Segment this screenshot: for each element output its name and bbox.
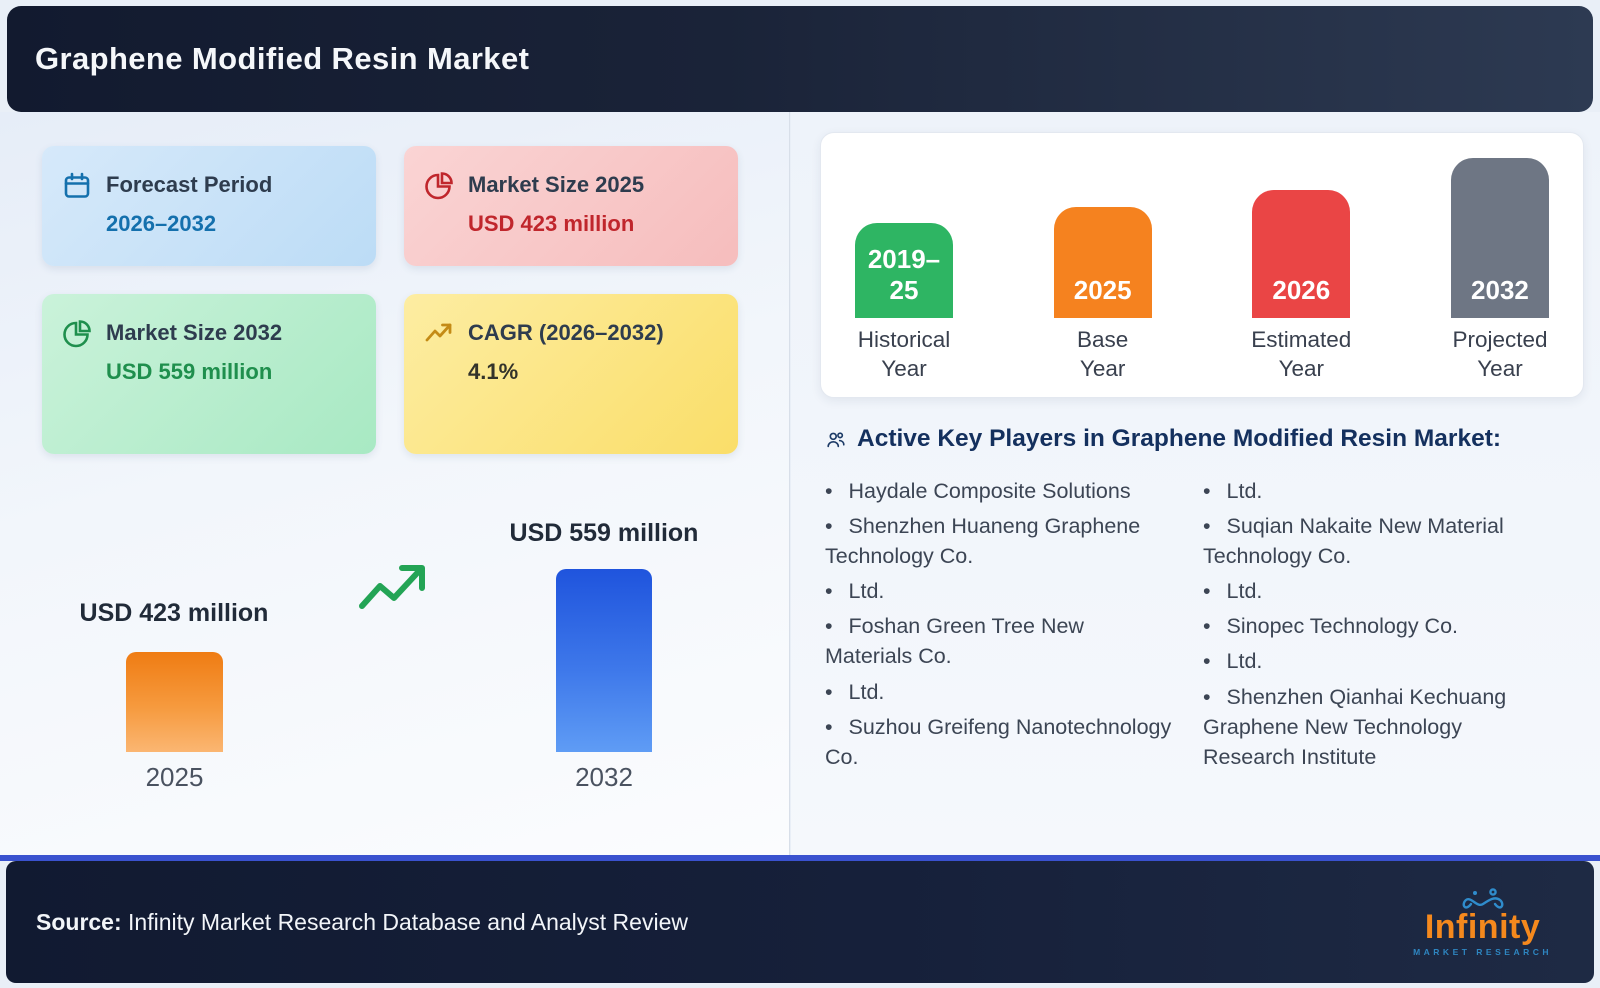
bar-value-label-2032: USD 559 million — [509, 519, 699, 547]
card-label: CAGR (2026–2032) — [468, 320, 664, 345]
growth-arrow-icon — [356, 560, 432, 621]
card-value: USD 423 million — [468, 210, 635, 236]
logo-tagline: MARKET RESEARCH — [1413, 946, 1552, 957]
timeline-bar-base: 2025 — [1053, 207, 1152, 318]
footer-divider-line — [0, 855, 1600, 861]
logo-wordmark: Infinity — [1424, 907, 1541, 946]
timeline-bar-estimated: 2026 — [1252, 190, 1351, 318]
timeline-label-historical: Historical Year — [857, 327, 951, 381]
page-title: Graphene Modified Resin Market — [35, 41, 530, 76]
list-item: Suqian Nakaite New Material Technology C… — [1203, 511, 1555, 571]
people-icon — [825, 429, 847, 456]
infinity-symbol-icon — [1462, 887, 1503, 909]
cagr-card: CAGR (2026–2032) 4.1% — [404, 294, 738, 454]
stat-cards-grid: Forecast Period 2026–2032 Market Size 20… — [42, 146, 738, 454]
market-size-2032-card: Market Size 2032 USD 559 million — [42, 294, 376, 454]
bar-2025 — [126, 652, 223, 752]
key-players-column-1: Haydale Composite Solutions Shenzhen Hua… — [825, 476, 1177, 777]
left-panel: Forecast Period 2026–2032 Market Size 20… — [0, 112, 790, 855]
source-text: Source: Infinity Market Research Databas… — [36, 908, 688, 935]
card-value: USD 559 million — [106, 358, 273, 384]
list-item: Ltd. — [1203, 646, 1555, 676]
timeline-bar-historical: 2019–25 — [855, 223, 953, 318]
right-panel: 2019–25 2025 2026 2032 Historical Year Ba… — [791, 112, 1600, 855]
main-content: Forecast Period 2026–2032 Market Size 20… — [0, 112, 1600, 855]
growth-bar-chart: USD 423 million USD 559 million 2025 203… — [0, 112, 790, 855]
timeline-labels: Historical Year Base Year Estimated Year Pr… — [821, 326, 1583, 390]
key-players-title: Active Key Players in Graphene Modified … — [857, 425, 1502, 452]
key-players-columns: Haydale Composite Solutions Shenzhen Hua… — [825, 476, 1555, 777]
bar-year-label: 2032 — [1471, 275, 1529, 305]
timeline-label-projected: Projected Year — [1452, 327, 1548, 381]
timeline-card: 2019–25 2025 2026 2032 Historical Year Ba… — [820, 132, 1584, 398]
forecast-period-card: Forecast Period 2026–2032 — [42, 146, 376, 266]
list-item: Ltd. — [825, 677, 1177, 707]
infinity-logo: Infinity MARKET RESEARCH — [1413, 887, 1552, 957]
list-item: Haydale Composite Solutions — [825, 476, 1177, 506]
pie-chart-icon — [62, 319, 92, 354]
card-value: 2026–2032 — [106, 210, 217, 236]
key-players-section: Active Key Players in Graphene Modified … — [825, 422, 1555, 777]
header-bar: Graphene Modified Resin Market — [7, 6, 1593, 112]
card-label: Market Size 2025 — [468, 172, 645, 197]
list-item: Ltd. — [1203, 576, 1555, 606]
bar-year-label: 2026 — [1272, 275, 1331, 305]
pie-chart-icon — [424, 171, 454, 206]
timeline-label-estimated: Estimated Year — [1251, 327, 1352, 381]
trend-up-icon — [424, 319, 454, 354]
footer-bar: Source: Infinity Market Research Databas… — [6, 861, 1594, 983]
card-label: Market Size 2032 — [106, 320, 283, 345]
timeline-label-base: Base Year — [1077, 327, 1129, 381]
key-players-heading: Active Key Players in Graphene Modified … — [825, 422, 1555, 456]
list-item: Ltd. — [1203, 476, 1555, 506]
bar-year-label: 2019–25 — [867, 244, 941, 305]
list-item: Shenzhen Huaneng Graphene Technology Co. — [825, 511, 1177, 571]
bar-year-2032: 2032 — [575, 762, 633, 792]
timeline-bars: 2019–25 2025 2026 2032 — [821, 133, 1583, 318]
source-label: Source: — [36, 908, 122, 935]
key-players-column-2: Ltd. Suqian Nakaite New Material Technol… — [1203, 476, 1555, 777]
list-item: Sinopec Technology Co. — [1203, 611, 1555, 641]
bar-value-label-2025: USD 423 million — [79, 599, 269, 627]
card-label: Forecast Period — [106, 172, 273, 197]
list-item: Suzhou Greifeng Nanotechnology Co. — [825, 712, 1177, 772]
list-item: Shenzhen Qianhai Kechuang Graphene New T… — [1203, 682, 1555, 772]
list-item: Foshan Green Tree New Materials Co. — [825, 611, 1177, 671]
market-size-2025-card: Market Size 2025 USD 423 million — [404, 146, 738, 266]
timeline-bar-projected: 2032 — [1450, 158, 1549, 318]
card-value: 4.1% — [468, 358, 519, 384]
bar-year-label: 2025 — [1073, 275, 1132, 305]
bar-year-2025: 2025 — [145, 762, 204, 792]
bar-2032 — [556, 569, 652, 752]
list-item: Ltd. — [825, 576, 1177, 606]
calendar-icon — [62, 171, 92, 206]
